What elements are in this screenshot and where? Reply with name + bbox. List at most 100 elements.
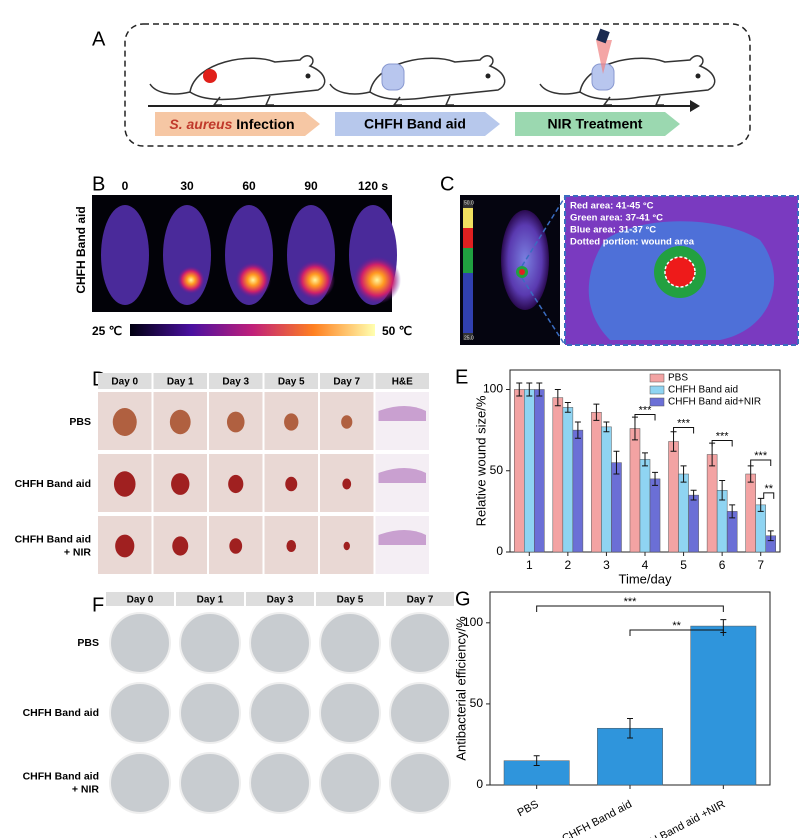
petri-dish (249, 682, 311, 744)
column-header: Day 5 (278, 377, 305, 388)
petri-dish (179, 682, 241, 744)
petri-dish (389, 682, 451, 744)
panel-label: A (92, 28, 106, 50)
error-bar (554, 389, 561, 407)
row-label: CHFH Band aid (74, 206, 88, 293)
x-tick-label: 1 (526, 558, 533, 572)
column-header-bg (98, 373, 152, 389)
time-label: 60 (242, 179, 256, 193)
column-header: Day 1 (167, 377, 194, 388)
significance-label: *** (754, 450, 768, 462)
error-bar (593, 403, 600, 421)
x-tick-label: 4 (642, 558, 649, 572)
tissue (378, 406, 426, 421)
panel-label: F (92, 594, 104, 616)
mouse-icon (149, 55, 326, 106)
petri-dish (319, 612, 381, 674)
hot-spot (235, 262, 271, 298)
legend-swatch (649, 373, 665, 383)
bar (706, 454, 718, 553)
legend-label: CHFH Band aid+NIR (668, 397, 761, 408)
wound (112, 408, 137, 436)
wound (172, 536, 189, 556)
panel-label: B (92, 173, 105, 195)
step-label: CHFH Band aid (364, 116, 466, 132)
hot-spot (177, 266, 205, 294)
bar (513, 389, 525, 553)
error-bar (680, 465, 687, 483)
significance-bracket (673, 427, 695, 434)
scale-bottom: 25.0 (464, 335, 474, 341)
panel-label: C (440, 173, 454, 195)
significance-label: ** (672, 620, 681, 632)
tissue (378, 530, 426, 545)
panel-label: E (455, 366, 468, 388)
infection-spot (203, 69, 217, 83)
arrowhead (690, 100, 700, 112)
y-tick-label: 0 (496, 544, 503, 558)
wound (228, 474, 244, 494)
significance-label: ** (764, 483, 773, 495)
wound (229, 538, 243, 554)
wound (285, 476, 298, 492)
wound (342, 478, 352, 490)
bar (524, 389, 535, 553)
error-bar (603, 421, 610, 433)
error-bar (719, 480, 726, 501)
bar (552, 397, 564, 553)
panel-label: G (455, 588, 471, 610)
error-bar (757, 497, 764, 512)
x-tick-label: CHFH Band aid +NIR (629, 798, 728, 838)
wound (171, 473, 190, 495)
wound (341, 415, 353, 429)
wound (226, 411, 245, 433)
bar (611, 462, 622, 553)
mouse-icon (329, 55, 506, 106)
column-header-bg (176, 592, 244, 606)
petri-dish (179, 752, 241, 814)
significance-label: *** (639, 404, 653, 416)
colorbar (130, 324, 375, 336)
row-label: PBS (69, 416, 91, 428)
petri-dish (389, 752, 451, 814)
laser (596, 28, 610, 44)
y-tick-label: 50 (490, 463, 504, 477)
band-aid (381, 63, 405, 91)
significance-bracket (711, 440, 733, 447)
petri-dish (389, 612, 451, 674)
column-header: Day 3 (222, 377, 249, 388)
column-header-bg (316, 592, 384, 606)
significance-bracket (536, 605, 724, 612)
step-label: S. aureus Infection (169, 116, 294, 132)
bar (688, 494, 699, 553)
legend-label: PBS (668, 373, 688, 384)
hot-spot (295, 260, 335, 300)
error-bar (533, 755, 540, 767)
step-label: NIR Treatment (548, 116, 643, 132)
petri-dish (109, 612, 171, 674)
error-bar (627, 718, 633, 739)
time-label: 0 (122, 179, 129, 193)
legend-text: Red area: 41-45 °C (570, 201, 654, 212)
x-tick-label: 6 (719, 558, 726, 572)
row-label: CHFH Band aid (23, 770, 99, 782)
significance-label: *** (624, 596, 638, 608)
significance-label: *** (677, 417, 691, 429)
column-header-bg (153, 373, 207, 389)
significance-bracket (629, 629, 724, 636)
bar (629, 428, 641, 553)
legend-label: CHFH Band aid (668, 385, 738, 396)
step-arrow (155, 112, 320, 136)
scale-max: 50 ℃ (382, 324, 412, 338)
bar (534, 389, 545, 553)
column-header-bg (106, 592, 174, 606)
time-label: 120 s (358, 179, 388, 193)
y-tick-label: 50 (470, 696, 484, 710)
bar (690, 625, 757, 786)
x-tick-label: 3 (603, 558, 610, 572)
significance-label: *** (716, 430, 730, 442)
bar (668, 441, 679, 553)
row-label: PBS (77, 637, 99, 649)
column-header-bg (320, 373, 374, 389)
